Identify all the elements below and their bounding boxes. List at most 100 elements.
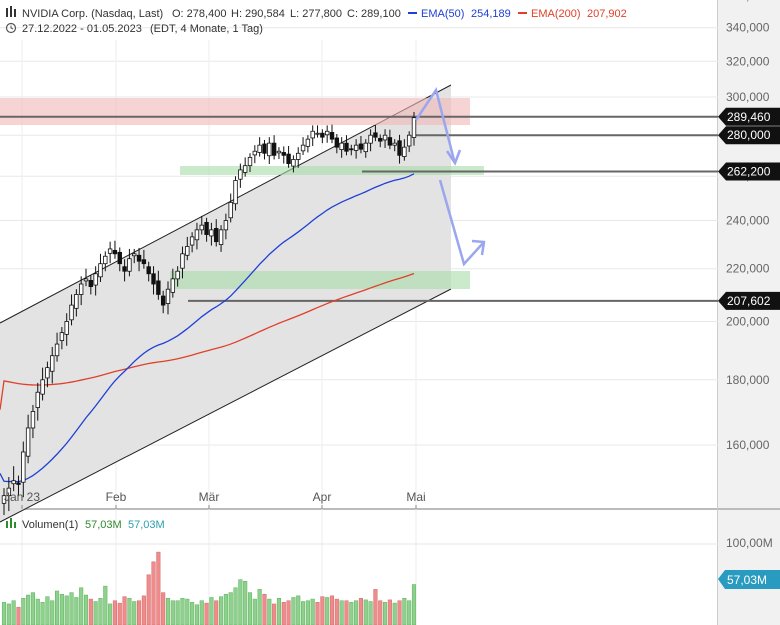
volume-bar-down	[146, 574, 151, 625]
candle-up	[300, 144, 306, 152]
ema-lines	[0, 173, 415, 483]
price-tick-label: 340,000	[726, 21, 770, 35]
volume-value-label: 57,03M	[727, 573, 767, 587]
volume-bar-up	[252, 598, 257, 625]
candle-down	[286, 153, 291, 164]
volume-label: Volumen(1)	[22, 519, 78, 531]
volume-bar-down	[358, 598, 363, 625]
candle-up	[180, 253, 185, 269]
candle-up	[339, 142, 344, 151]
candle-up	[64, 321, 69, 335]
price-tick-label: 160,000	[726, 438, 770, 452]
candle-down	[141, 259, 147, 265]
volume-bar-down	[373, 589, 378, 625]
volume-bar-down	[329, 595, 335, 625]
volume-bar-down	[387, 599, 392, 625]
volume-bar-down	[281, 602, 286, 625]
price-axis-panel	[718, 0, 780, 625]
candle-down	[281, 152, 286, 156]
ema50-line	[0, 173, 415, 483]
price-tick-label: 240,000	[726, 214, 770, 228]
volume-bar-up	[233, 587, 238, 625]
volume-bar-up	[228, 592, 233, 625]
candle-up	[402, 146, 407, 157]
candle-up	[296, 152, 301, 160]
volume-bar-up	[93, 601, 98, 625]
volume-bar-up	[127, 598, 132, 625]
volume-bar-up	[301, 601, 306, 625]
forecast-arrowhead-top	[445, 149, 462, 166]
volume-bar-up	[392, 602, 397, 625]
candle-up	[310, 130, 315, 139]
candle-up	[406, 134, 412, 147]
resistance-zone	[0, 98, 470, 125]
volume-bar-up	[69, 592, 74, 625]
volume-bar-up	[296, 595, 301, 625]
candle-up	[363, 142, 368, 153]
candle-up	[242, 165, 248, 173]
candle-up	[54, 343, 60, 357]
price-axis-ticks: 160,000180,000200,000220,000240,000260,0…	[726, 0, 770, 452]
candle-down	[349, 148, 354, 151]
candle-down	[387, 137, 393, 146]
candle-up	[194, 229, 200, 241]
volume-bar-down	[88, 598, 93, 625]
ohlc-open: O: 278,400	[172, 8, 226, 20]
price-tick-label: 200,000	[726, 314, 770, 328]
volume-bar-up	[79, 587, 84, 625]
candle-down	[329, 132, 335, 140]
candle-down	[88, 280, 94, 288]
candle-up	[98, 263, 103, 278]
volume-bar-down	[141, 595, 146, 625]
month-label: Apr	[313, 490, 332, 504]
volume-bar-up	[180, 598, 185, 625]
volume-tick-label: 100,00M	[726, 536, 773, 550]
month-axis: Jan 23 Feb Mär Apr Mai	[4, 490, 426, 509]
volume-bar-up	[185, 598, 190, 625]
ema50-legend-label: EMA(50)	[421, 8, 464, 20]
volume-header: Volumen(1) 57,03M 57,03M	[6, 518, 165, 531]
candle-up	[353, 144, 359, 151]
clock-icon	[5, 22, 17, 34]
channel-lower-line	[0, 288, 452, 523]
volume-bar-up	[368, 601, 373, 625]
ema200-legend-value: 207,902	[587, 8, 627, 20]
candle-up	[107, 248, 113, 254]
volume-bar-up	[175, 600, 180, 625]
support-zone-upper	[180, 166, 484, 175]
volume-icon	[6, 518, 16, 528]
candle-down	[112, 249, 118, 255]
volume-bar-down	[137, 600, 142, 625]
instrument-title: NVIDIA Corp. (Nasdaq, Last)	[22, 8, 163, 20]
ema50-legend-swatch	[408, 12, 417, 14]
candle-up	[223, 220, 229, 231]
candle-up	[25, 427, 31, 457]
candle-up	[291, 159, 296, 167]
candle-up	[78, 283, 84, 295]
candle-up	[368, 134, 373, 144]
candle-up	[247, 156, 253, 167]
volume-bar-up	[349, 602, 354, 625]
ohlc-high: H: 290,584	[231, 8, 285, 20]
volume-bar-up	[103, 585, 108, 625]
candle-down	[334, 137, 340, 148]
level-label-bg	[718, 162, 780, 181]
candle-up	[127, 258, 132, 272]
price-tick-label: 320,000	[726, 54, 770, 68]
support-zone-lower	[170, 271, 470, 289]
trend-channel	[0, 85, 451, 522]
volume-bar-up	[194, 604, 199, 625]
forecast-arrow-bottom	[438, 179, 485, 267]
volume-bar-up	[354, 600, 359, 625]
volume-bar-up	[45, 596, 50, 625]
candle-up	[69, 304, 74, 321]
candle-down	[373, 132, 378, 138]
volume-bar-up	[305, 600, 310, 625]
date-range: 27.12.2022 - 01.05.2023	[22, 23, 142, 35]
candle-down	[378, 137, 383, 142]
candle-up	[411, 117, 417, 138]
candle-up	[267, 142, 272, 157]
candles	[1, 111, 417, 515]
ema50-legend-value: 254,189	[471, 8, 511, 20]
volume-bar-up	[223, 593, 228, 625]
